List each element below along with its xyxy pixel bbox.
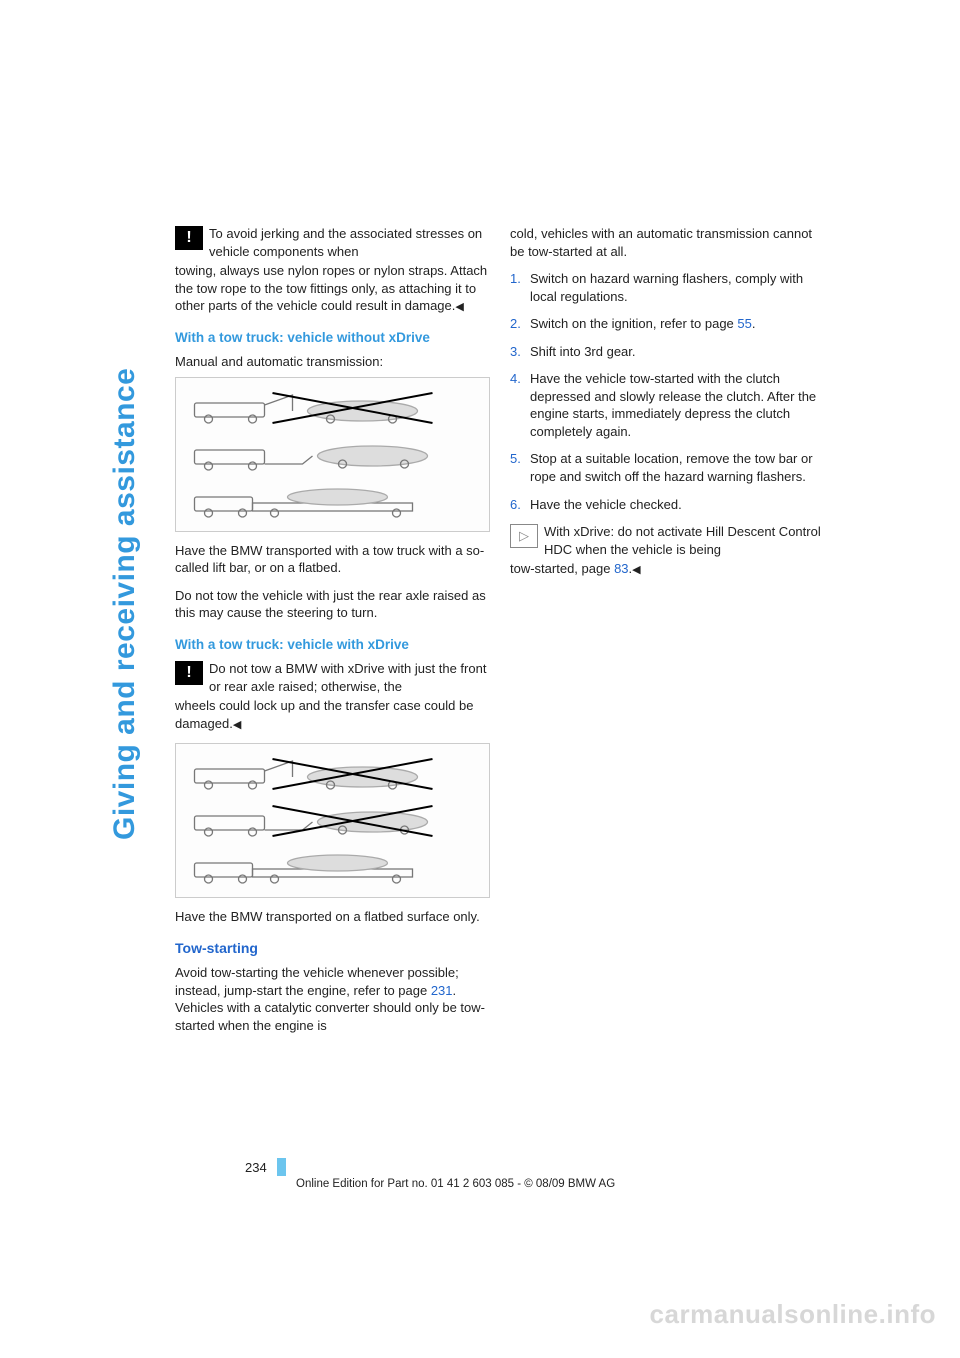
- p-continuation: cold, vehicles with an automatic transmi…: [510, 225, 825, 260]
- note-text-lead: With xDrive: do not activate Hill Descen…: [544, 523, 825, 558]
- step-text: Switch on hazard warning flashers, compl…: [530, 270, 825, 305]
- step-text: Have the vehicle tow-started with the cl…: [530, 370, 825, 440]
- step-text: Stop at a suitable location, remove the …: [530, 450, 825, 485]
- note-text-body: tow-started, page 83.◀: [510, 560, 825, 578]
- list-item: 5. Stop at a suitable location, remove t…: [510, 450, 825, 485]
- heading-without-xdrive: With a tow truck: vehicle without xDrive: [175, 329, 490, 347]
- step-text: Shift into 3rd gear.: [530, 343, 825, 361]
- right-column: cold, vehicles with an automatic transmi…: [510, 225, 825, 588]
- end-marker-icon: ◀: [632, 564, 640, 576]
- side-section-title: Giving and receiving assistance: [108, 368, 142, 840]
- step-number: 3.: [510, 343, 530, 361]
- p-rear-axle-warning: Do not tow the vehicle with just the rea…: [175, 587, 490, 622]
- warning-block-2: Do not tow a BMW with xDrive with just t…: [175, 660, 490, 695]
- p-tow-starting: Avoid tow-starting the vehicle whenever …: [175, 964, 490, 1034]
- warning-text-body: towing, always use nylon ropes or nylon …: [175, 262, 490, 315]
- figure-row: [182, 753, 483, 793]
- text-span: Switch on the ignition, refer to page: [530, 316, 737, 331]
- page-ref-231[interactable]: 231: [431, 983, 453, 998]
- step-text: Switch on the ignition, refer to page 55…: [530, 315, 825, 333]
- figure-row: [182, 387, 483, 427]
- step-text: Have the vehicle checked.: [530, 496, 825, 514]
- warning-text-body-span: wheels could lock up and the transfer ca…: [175, 698, 473, 731]
- warning-text-body: wheels could lock up and the transfer ca…: [175, 697, 490, 732]
- step-number: 1.: [510, 270, 530, 305]
- page-ref-83[interactable]: 83: [614, 561, 628, 576]
- end-marker-icon: ◀: [233, 719, 241, 731]
- text-span: .: [752, 316, 756, 331]
- page: Giving and receiving assistance To avoid…: [0, 0, 960, 1358]
- list-item: 1. Switch on hazard warning flashers, co…: [510, 270, 825, 305]
- figure-without-xdrive: [175, 377, 490, 532]
- transmission-note: Manual and automatic transmission:: [175, 353, 490, 371]
- towing-diagram-liftbar: [182, 434, 483, 474]
- list-item: 3. Shift into 3rd gear.: [510, 343, 825, 361]
- text-span: tow-started, page: [510, 561, 614, 576]
- towing-diagram-flatbed: [182, 481, 483, 521]
- page-number: 234: [245, 1160, 267, 1175]
- watermark: carmanualsonline.info: [650, 1299, 936, 1330]
- step-number: 4.: [510, 370, 530, 440]
- warning-icon: [175, 661, 203, 685]
- heading-with-xdrive: With a tow truck: vehicle with xDrive: [175, 636, 490, 654]
- towing-diagram-flatbed: [182, 847, 483, 887]
- left-column: To avoid jerking and the associated stre…: [175, 225, 490, 1044]
- step-number: 5.: [510, 450, 530, 485]
- step-number: 6.: [510, 496, 530, 514]
- note-block: With xDrive: do not activate Hill Descen…: [510, 523, 825, 558]
- note-icon: [510, 524, 538, 548]
- page-ref-55[interactable]: 55: [737, 316, 751, 331]
- text-span: Avoid tow-starting the vehicle whenever …: [175, 965, 459, 998]
- figure-row: [182, 434, 483, 474]
- p-flatbed-liftbar: Have the BMW transported with a tow truc…: [175, 542, 490, 577]
- footer-text: Online Edition for Part no. 01 41 2 603 …: [296, 1178, 615, 1190]
- towing-diagram-crossed: [182, 753, 483, 793]
- page-number-bar: [277, 1158, 286, 1176]
- list-item: 2. Switch on the ignition, refer to page…: [510, 315, 825, 333]
- step-number: 2.: [510, 315, 530, 333]
- figure-row: [182, 847, 483, 887]
- figure-with-xdrive: [175, 743, 490, 898]
- towing-diagram-crossed: [182, 800, 483, 840]
- warning-text-lead: Do not tow a BMW with xDrive with just t…: [209, 660, 490, 695]
- heading-tow-starting: Tow-starting: [175, 939, 490, 958]
- end-marker-icon: ◀: [455, 301, 463, 313]
- figure-row: [182, 800, 483, 840]
- figure-row: [182, 481, 483, 521]
- list-item: 6. Have the vehicle checked.: [510, 496, 825, 514]
- warning-block-1: To avoid jerking and the associated stre…: [175, 225, 490, 260]
- warning-text-body-span: towing, always use nylon ropes or nylon …: [175, 263, 487, 313]
- p-flatbed-only: Have the BMW transported on a flatbed su…: [175, 908, 490, 926]
- warning-text-lead: To avoid jerking and the associated stre…: [209, 225, 490, 260]
- towing-diagram-crossed: [182, 387, 483, 427]
- steps-list: 1. Switch on hazard warning flashers, co…: [510, 270, 825, 513]
- list-item: 4. Have the vehicle tow-started with the…: [510, 370, 825, 440]
- warning-icon: [175, 226, 203, 250]
